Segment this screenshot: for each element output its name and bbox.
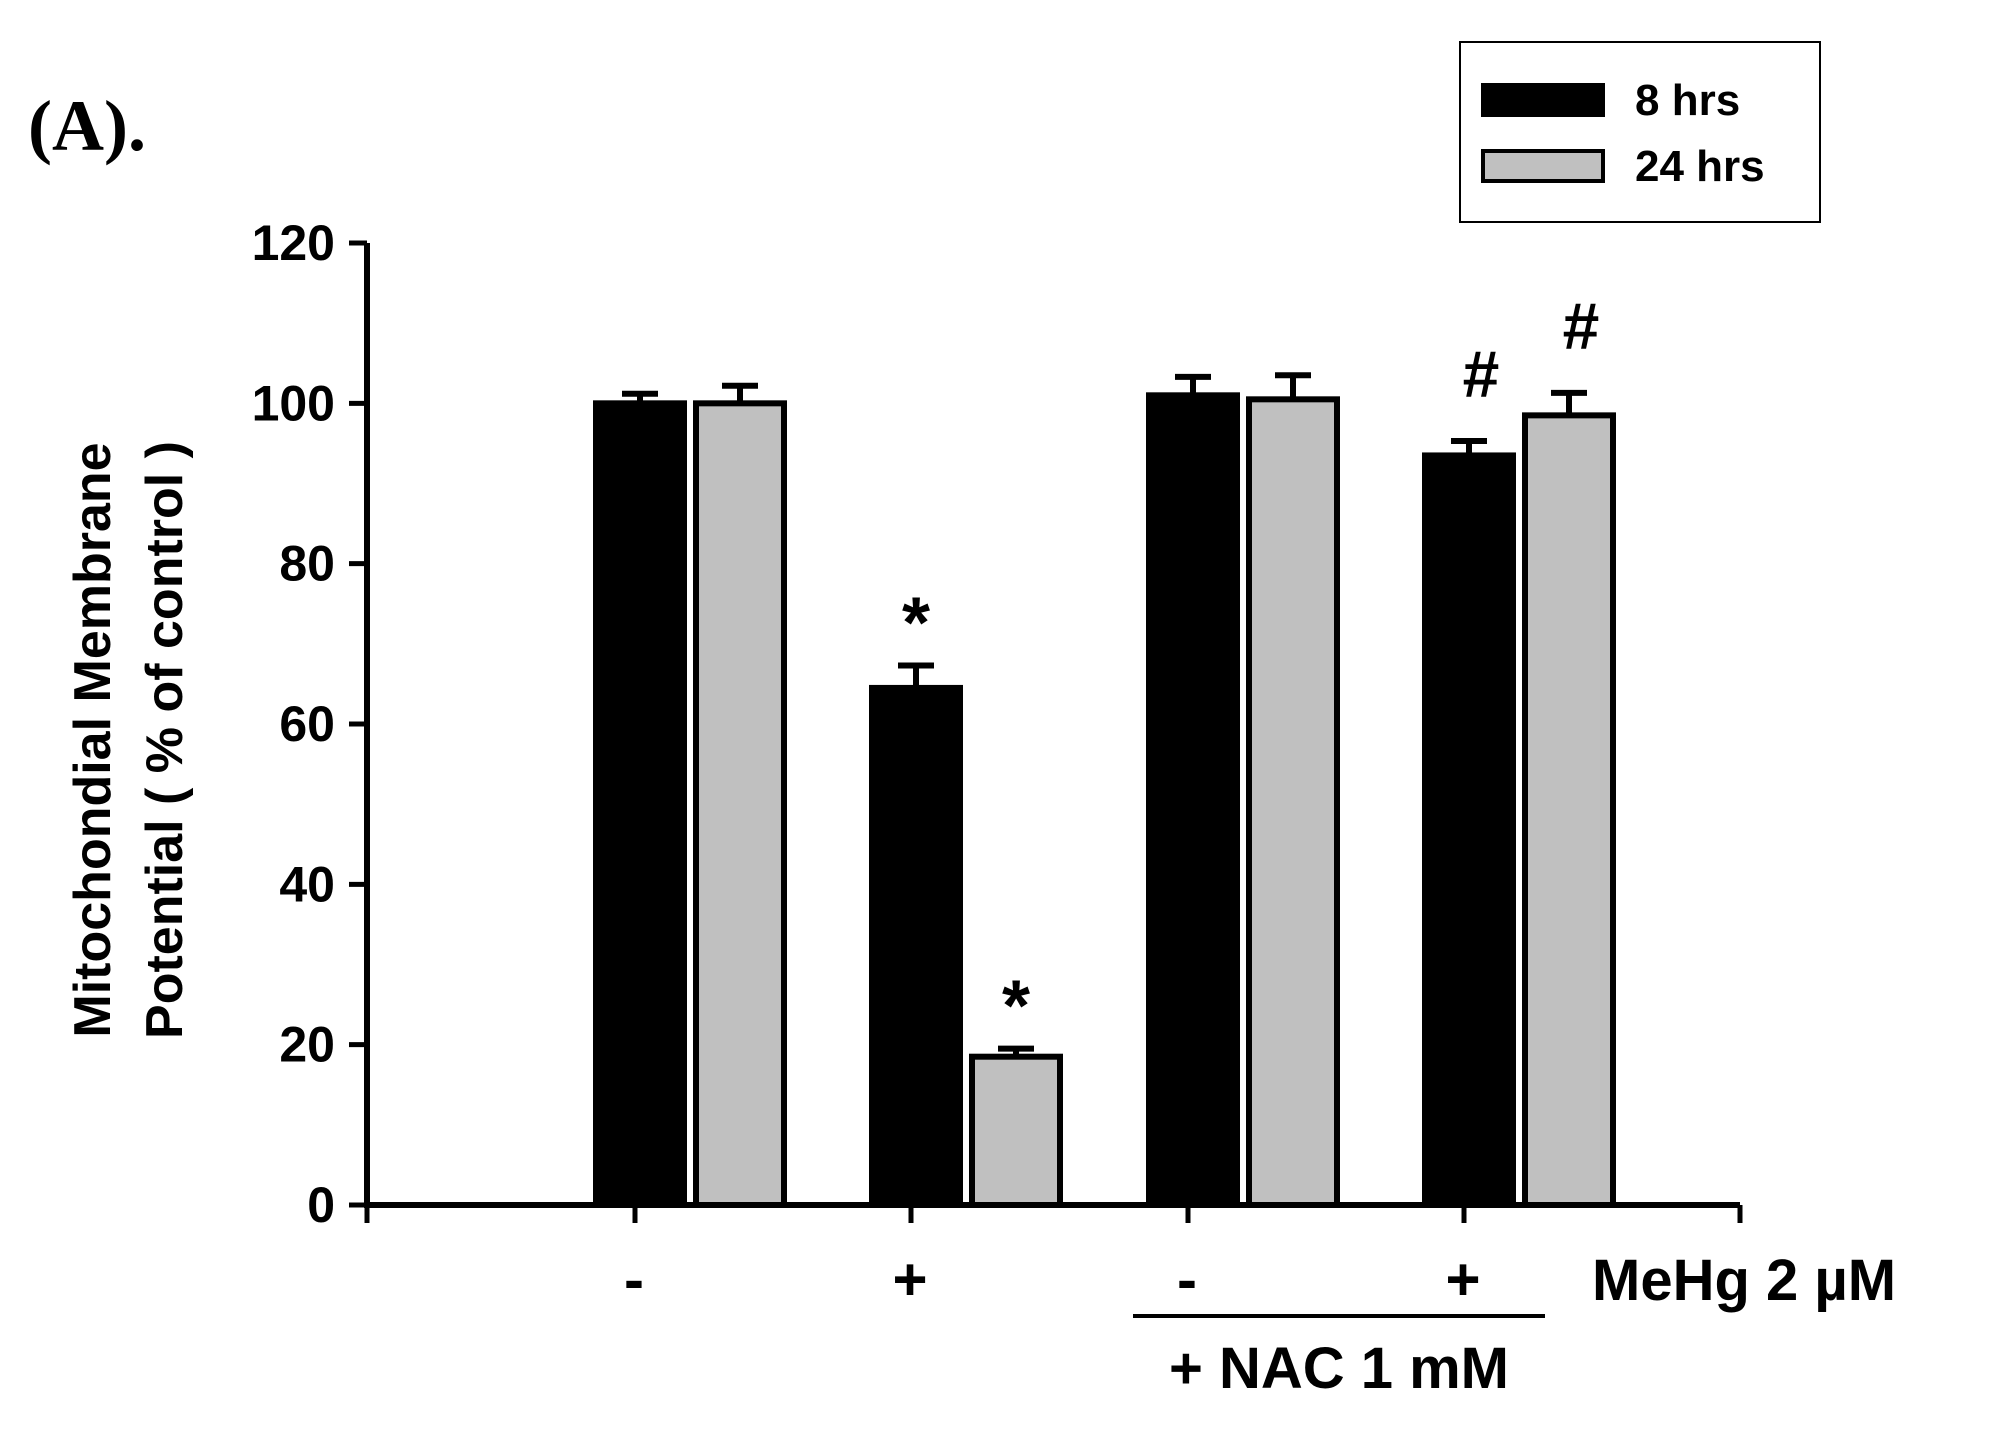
y-tick-label-100: 100 — [252, 375, 335, 431]
category-label-4: + — [1445, 1246, 1480, 1313]
category-label-2: + — [892, 1246, 927, 1313]
significance-24hrs-4: # — [1563, 289, 1600, 363]
y-tick-label-80: 80 — [279, 536, 335, 592]
y-tick-label-120: 120 — [252, 215, 335, 271]
y-tick-label-40: 40 — [279, 856, 335, 912]
group-label: + NAC 1 mM — [1169, 1336, 1509, 1401]
bar-24hrs-1 — [693, 400, 787, 1209]
y-axis-title: Mitochondial Membrane Potential ( % of c… — [64, 441, 194, 1039]
plot-area: 0 20 40 60 80 100 120 * # * # — [252, 215, 1743, 1233]
y-axis-title-line-2: Potential ( % of control ) — [136, 441, 194, 1039]
bar-24hrs-3 — [1246, 396, 1340, 1208]
significance-24hrs-2: * — [1002, 967, 1030, 1047]
panel-label: (A). — [28, 86, 146, 166]
bar-8hrs-2 — [869, 684, 963, 1208]
significance-8hrs-2: * — [902, 583, 930, 663]
legend-box — [1459, 41, 1821, 223]
legend: 8 hrs 24 hrs — [1459, 41, 1821, 223]
treatment-label: MeHg 2 µM — [1592, 1248, 1896, 1313]
category-label-1: - — [624, 1246, 644, 1313]
legend-label-8hrs: 8 hrs — [1635, 76, 1740, 125]
y-axis-title-line-1: Mitochondial Membrane — [64, 442, 122, 1037]
bar-8hrs-3 — [1146, 392, 1240, 1209]
y-tick-label-60: 60 — [279, 696, 335, 752]
legend-swatch-24hrs — [1481, 149, 1605, 183]
legend-swatch-8hrs — [1481, 83, 1605, 117]
bar-24hrs-2 — [969, 1053, 1063, 1208]
category-label-3: - — [1177, 1246, 1197, 1313]
x-axis-annotations: - + - + MeHg 2 µM + NAC 1 mM — [624, 1246, 1896, 1401]
legend-label-24hrs: 24 hrs — [1635, 142, 1765, 191]
significance-8hrs-4: # — [1463, 337, 1500, 411]
y-tick-label-0: 0 — [307, 1177, 335, 1233]
y-tick-label-20: 20 — [279, 1017, 335, 1073]
bar-8hrs-4 — [1422, 452, 1516, 1209]
bar-24hrs-4 — [1522, 412, 1616, 1208]
bar-8hrs-1 — [593, 400, 687, 1209]
